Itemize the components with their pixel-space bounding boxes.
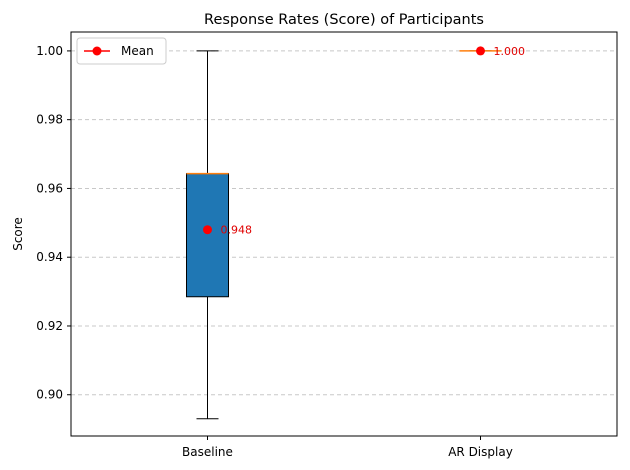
- grid-lines: [71, 50, 617, 396]
- y-tick-label: 0.98: [36, 113, 63, 127]
- x-tick-label: Baseline: [182, 445, 233, 459]
- y-axis-title: Score: [11, 217, 25, 251]
- mean-value-label: 0.948: [221, 224, 253, 237]
- legend-frame: [76, 37, 167, 65]
- boxes: 0.948 1.000: [186, 45, 526, 420]
- legend: Mean: [76, 37, 167, 65]
- mean-marker: [476, 46, 485, 56]
- y-axis: 0.90 0.92 0.94 0.96 0.98 1.00: [36, 44, 71, 402]
- mean-value-label: 1.000: [494, 45, 526, 58]
- y-tick-label: 0.96: [36, 181, 63, 195]
- box-group: 1.000: [459, 45, 526, 58]
- y-tick-label: 1.00: [36, 44, 63, 58]
- y-tick-label: 0.90: [36, 388, 63, 402]
- y-tick-label: 0.92: [36, 319, 63, 333]
- plot-area-frame: [70, 31, 618, 437]
- box-group: 0.948: [186, 50, 253, 420]
- legend-label-mean: Mean: [121, 44, 154, 58]
- chart-title: Response Rates (Score) of Participants: [204, 12, 484, 28]
- legend-mean-marker: [92, 46, 102, 56]
- x-tick-label: AR Display: [448, 445, 513, 459]
- y-tick-label: 0.94: [36, 250, 63, 264]
- x-axis: Baseline AR Display: [182, 436, 513, 459]
- mean-marker: [203, 225, 212, 235]
